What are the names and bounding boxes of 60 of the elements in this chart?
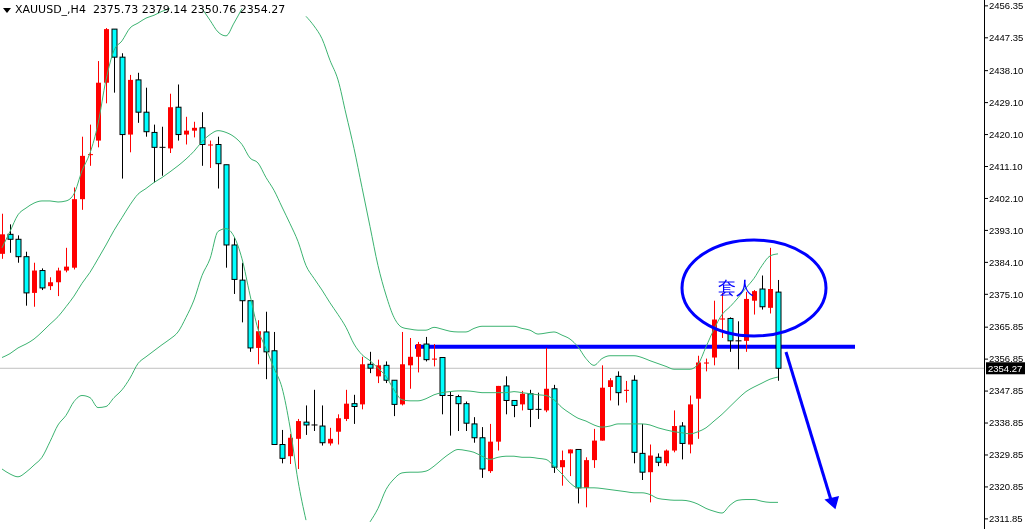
candlestick bbox=[648, 444, 653, 503]
candlestick bbox=[408, 337, 413, 390]
candlestick bbox=[215, 136, 222, 190]
y-tick-label: 2438.10 bbox=[989, 64, 1024, 76]
chart-title: XAUUSD_,H4 2375.73 2379.14 2350.76 2354.27 bbox=[15, 3, 286, 16]
candlestick bbox=[32, 262, 37, 308]
candlestick bbox=[624, 380, 629, 404]
annotation: 套人 bbox=[718, 277, 754, 298]
candlestick bbox=[39, 267, 46, 291]
candlestick bbox=[416, 341, 421, 373]
y-tick-label: 2338.85 bbox=[989, 417, 1024, 429]
candlestick bbox=[303, 404, 310, 436]
candlestick bbox=[199, 111, 206, 167]
y-tick-label: 2365.85 bbox=[989, 321, 1024, 333]
candlestick bbox=[351, 394, 358, 425]
candlestick bbox=[752, 289, 757, 316]
candlestick bbox=[208, 140, 213, 169]
y-tick-label: 2347.85 bbox=[989, 385, 1024, 397]
candlestick bbox=[639, 423, 646, 481]
candlestick bbox=[296, 418, 301, 470]
y-tick-label: 2411.10 bbox=[989, 160, 1023, 172]
candlestick bbox=[535, 392, 542, 420]
candlestick bbox=[560, 450, 565, 487]
candlestick bbox=[256, 319, 261, 365]
y-tick-label: 2311.85 bbox=[989, 513, 1023, 525]
y-tick-label: 2393.10 bbox=[989, 224, 1024, 236]
y-tick-label: 2420.10 bbox=[989, 128, 1024, 140]
candlestick bbox=[768, 247, 773, 314]
candlestick bbox=[64, 247, 69, 273]
y-tick-label: 2429.10 bbox=[989, 96, 1024, 108]
candlestick bbox=[679, 421, 686, 460]
candlestick bbox=[151, 124, 158, 183]
candlestick bbox=[544, 347, 549, 413]
candlestick bbox=[0, 213, 5, 260]
ref-line-label: 2354.27 bbox=[988, 362, 1023, 374]
candlestick bbox=[184, 116, 189, 145]
candlestick bbox=[336, 413, 341, 445]
candlestick bbox=[447, 391, 454, 437]
candlestick bbox=[423, 336, 430, 362]
candlestick bbox=[592, 428, 597, 469]
candlestick bbox=[367, 351, 374, 374]
y-tick-label: 2447.35 bbox=[989, 32, 1024, 44]
candlestick bbox=[344, 389, 349, 422]
y-tick-label: 2356.85 bbox=[989, 353, 1024, 365]
y-tick-label: 2384.10 bbox=[989, 256, 1024, 268]
y-tick-label: 2375.10 bbox=[989, 288, 1024, 300]
y-tick-label: 2329.85 bbox=[989, 449, 1024, 461]
candlestick bbox=[56, 267, 61, 297]
candlestick bbox=[615, 370, 622, 406]
y-tick-label: 2320.85 bbox=[989, 481, 1024, 493]
candlestick bbox=[432, 343, 437, 367]
candlestick bbox=[568, 448, 573, 477]
candlestick bbox=[759, 275, 766, 311]
candlestick bbox=[520, 390, 525, 411]
candlestick bbox=[159, 126, 166, 177]
candlestick bbox=[527, 389, 534, 428]
candlestick bbox=[735, 320, 742, 370]
candlestick bbox=[608, 377, 613, 401]
y-tick-label: 2402.10 bbox=[989, 192, 1024, 204]
y-tick-label: 2456.35 bbox=[989, 0, 1024, 12]
